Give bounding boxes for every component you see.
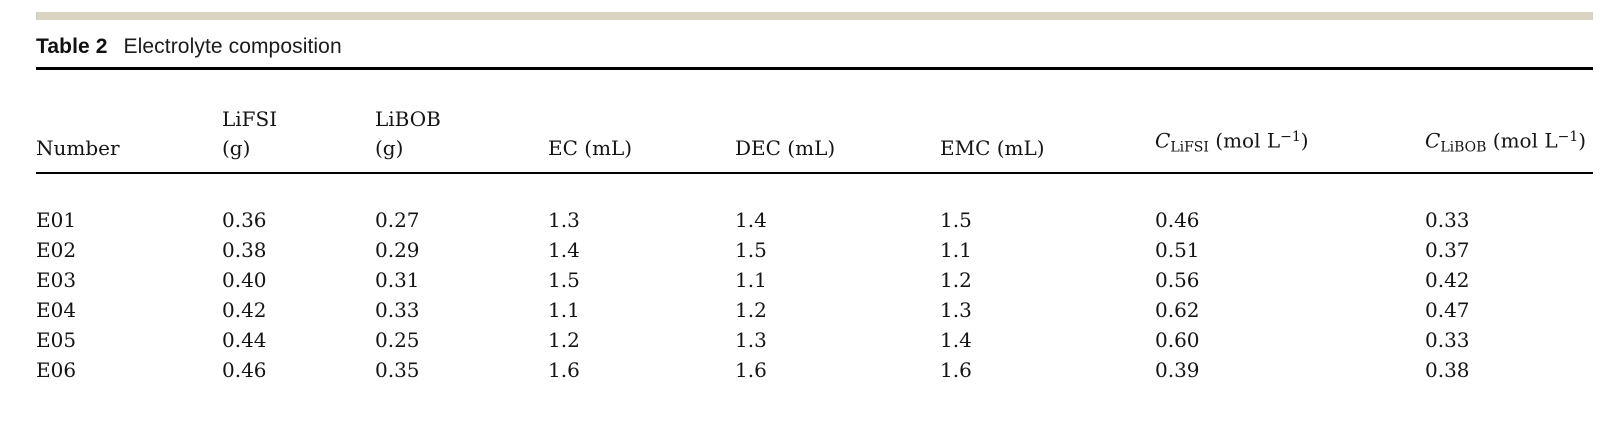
cell-number: E04 [36, 297, 77, 322]
col-header-line2: (g) [375, 135, 404, 160]
col-header-emc-ml: EMC (mL) [940, 70, 1155, 174]
table-header: Number LiFSI (g) LiBOB (g) EC (mL) DEC (mL) EMC… [36, 70, 1593, 174]
cell-lifsi-g: 0.44 [222, 327, 267, 352]
cell-c-lifsi: 0.62 [1155, 297, 1200, 322]
col-header-line1: LiFSI [222, 106, 278, 131]
col-header-line1 [1425, 94, 1593, 123]
cell-libob-g: 0.27 [375, 207, 420, 232]
cell-ec-ml: 1.2 [548, 327, 580, 352]
cell-number: E01 [36, 207, 77, 232]
col-header-line1 [1155, 94, 1425, 123]
col-header-number: Number [36, 70, 222, 174]
cell-libob-g: 0.35 [375, 357, 420, 382]
cell-emc-ml: 1.1 [940, 237, 972, 262]
col-header-line1 [940, 105, 1155, 134]
table-row: E02 0.38 0.29 1.4 1.5 1.1 0.51 0.37 [36, 235, 1593, 265]
cell-emc-ml: 1.3 [940, 297, 972, 322]
col-header-lifsi-g: LiFSI (g) [222, 70, 375, 174]
col-header-dec-ml: DEC (mL) [735, 70, 940, 174]
col-header-ec-ml: EC (mL) [548, 70, 735, 174]
col-header-line1 [36, 105, 222, 134]
col-header-line2: EMC (mL) [940, 135, 1045, 160]
cell-lifsi-g: 0.46 [222, 357, 267, 382]
cell-number: E03 [36, 267, 77, 292]
cell-libob-g: 0.31 [375, 267, 420, 292]
table-row: E05 0.44 0.25 1.2 1.3 1.4 0.60 0.33 [36, 325, 1593, 355]
table-label: Table 2 [36, 35, 108, 58]
electrolyte-composition-table: Number LiFSI (g) LiBOB (g) EC (mL) DEC (mL) EMC… [36, 70, 1593, 385]
col-header-line2: CLiFSI (mol L−1) [1155, 128, 1309, 156]
cell-c-lifsi: 0.56 [1155, 267, 1200, 292]
cell-c-lifsi: 0.60 [1155, 327, 1200, 352]
cell-dec-ml: 1.1 [735, 267, 767, 292]
cell-c-lifsi: 0.39 [1155, 357, 1200, 382]
cell-ec-ml: 1.6 [548, 357, 580, 382]
caption-rule [36, 67, 1593, 70]
table-top-accent-bar [36, 12, 1593, 20]
col-header-line1: LiBOB [375, 106, 441, 131]
table-body: E01 0.36 0.27 1.3 1.4 1.5 0.46 0.33 E02 0.38 0.29 1… [36, 173, 1593, 385]
col-header-line2: CLiBOB (mol L−1) [1425, 128, 1587, 156]
cell-dec-ml: 1.3 [735, 327, 767, 352]
col-header-c-lifsi: CLiFSI (mol L−1) [1155, 70, 1425, 174]
cell-emc-ml: 1.6 [940, 357, 972, 382]
cell-dec-ml: 1.6 [735, 357, 767, 382]
cell-lifsi-g: 0.38 [222, 237, 267, 262]
cell-lifsi-g: 0.36 [222, 207, 267, 232]
col-header-line2: EC (mL) [548, 135, 633, 160]
table-header-row: Number LiFSI (g) LiBOB (g) EC (mL) DEC (mL) EMC… [36, 70, 1593, 174]
cell-ec-ml: 1.5 [548, 267, 580, 292]
col-header-c-libob: CLiBOB (mol L−1) [1425, 70, 1593, 174]
table-row: E06 0.46 0.35 1.6 1.6 1.6 0.39 0.38 [36, 355, 1593, 385]
cell-c-lifsi: 0.46 [1155, 207, 1200, 232]
cell-ec-ml: 1.1 [548, 297, 580, 322]
cell-c-libob: 0.33 [1425, 327, 1470, 352]
cell-c-libob: 0.47 [1425, 297, 1470, 322]
col-header-line2: DEC (mL) [735, 135, 836, 160]
cell-libob-g: 0.33 [375, 297, 420, 322]
cell-emc-ml: 1.2 [940, 267, 972, 292]
col-header-line2: Number [36, 135, 120, 160]
table-row: E04 0.42 0.33 1.1 1.2 1.3 0.62 0.47 [36, 295, 1593, 325]
cell-c-libob: 0.33 [1425, 207, 1470, 232]
table-row: E01 0.36 0.27 1.3 1.4 1.5 0.46 0.33 [36, 173, 1593, 235]
cell-libob-g: 0.29 [375, 237, 420, 262]
col-header-libob-g: LiBOB (g) [375, 70, 548, 174]
cell-libob-g: 0.25 [375, 327, 420, 352]
cell-lifsi-g: 0.42 [222, 297, 267, 322]
col-header-line2: (g) [222, 135, 251, 160]
col-header-line1 [548, 105, 735, 134]
cell-lifsi-g: 0.40 [222, 267, 267, 292]
col-header-line1 [735, 105, 940, 134]
cell-c-lifsi: 0.51 [1155, 237, 1200, 262]
cell-dec-ml: 1.4 [735, 207, 767, 232]
cell-emc-ml: 1.5 [940, 207, 972, 232]
cell-emc-ml: 1.4 [940, 327, 972, 352]
table-row: E03 0.40 0.31 1.5 1.1 1.2 0.56 0.42 [36, 265, 1593, 295]
cell-ec-ml: 1.4 [548, 237, 580, 262]
cell-number: E02 [36, 237, 77, 262]
cell-number: E05 [36, 327, 77, 352]
cell-c-libob: 0.38 [1425, 357, 1470, 382]
cell-c-libob: 0.37 [1425, 237, 1470, 262]
cell-c-libob: 0.42 [1425, 267, 1470, 292]
cell-ec-ml: 1.3 [548, 207, 580, 232]
cell-dec-ml: 1.2 [735, 297, 767, 322]
cell-dec-ml: 1.5 [735, 237, 767, 262]
cell-number: E06 [36, 357, 77, 382]
table-title: Electrolyte composition [123, 35, 342, 58]
table-caption: Table 2 Electrolyte composition [36, 34, 1593, 60]
paper-table-region: Table 2 Electrolyte composition Number LiF… [0, 12, 1606, 433]
